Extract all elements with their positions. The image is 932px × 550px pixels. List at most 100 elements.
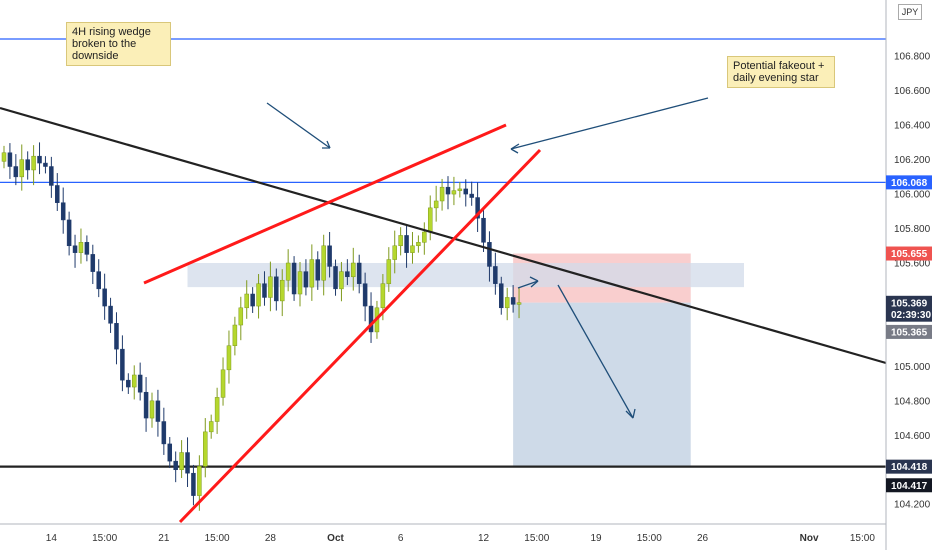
- candle: [250, 293, 255, 307]
- candle: [345, 271, 350, 278]
- candle: [410, 245, 415, 253]
- candle: [262, 283, 267, 298]
- time-tick-label: 19: [590, 533, 602, 544]
- time-tick-label: 15:00: [850, 533, 875, 544]
- candle: [510, 297, 516, 305]
- price-tick-label: 104.800: [894, 396, 931, 407]
- time-tick-label: 15:00: [637, 533, 662, 544]
- price-badge: [886, 246, 932, 261]
- candle: [126, 379, 131, 388]
- candle: [303, 271, 309, 288]
- price-badge: [886, 459, 932, 474]
- price-tick-label: 105.600: [894, 259, 931, 270]
- candle: [203, 431, 208, 467]
- descending-trendline[interactable]: [0, 106, 887, 365]
- candle: [232, 324, 238, 346]
- price-badge: [886, 307, 932, 322]
- candle: [368, 305, 374, 333]
- candle: [439, 186, 445, 202]
- candle: [114, 323, 119, 350]
- candle: [279, 279, 285, 302]
- candle: [161, 421, 167, 445]
- time-tick-label: 28: [265, 533, 277, 544]
- candle: [84, 242, 90, 255]
- candle: [167, 443, 173, 462]
- candle: [475, 197, 480, 219]
- candle: [191, 472, 196, 496]
- time-tick-label: 15:00: [205, 533, 230, 544]
- wedge-lower-line[interactable]: [178, 148, 542, 524]
- candle: [60, 202, 66, 221]
- candle: [102, 288, 107, 307]
- candle: [315, 259, 321, 281]
- time-axis[interactable]: 14 15:00 21 15:00 28 Oct 6 12 15:00 19 15:00 26 Nov 1…: [0, 523, 886, 544]
- candle: [487, 242, 492, 267]
- candle: [386, 259, 392, 284]
- price-badge-label: 02:39:30: [891, 310, 931, 321]
- price-badge-label: 105.365: [891, 327, 928, 338]
- currency-badge[interactable]: JPY: [898, 4, 922, 20]
- projection-down-arrow[interactable]: [557, 284, 634, 419]
- candle: [7, 152, 13, 167]
- candle: [90, 254, 96, 272]
- candle: [55, 185, 60, 203]
- candle: [131, 374, 137, 388]
- candle: [404, 235, 409, 253]
- time-tick-label: 12: [478, 533, 490, 544]
- candle: [244, 293, 249, 309]
- time-tick-label: 15:00: [92, 533, 117, 544]
- price-tick-label: 106.400: [894, 121, 931, 132]
- candle: [43, 162, 48, 167]
- price-badge-label: 105.369: [891, 298, 928, 309]
- candle: [499, 283, 504, 309]
- price-axis[interactable]: 106.800 106.600 106.400 106.200 106.000 105.8…: [885, 0, 931, 550]
- price-badge: [886, 295, 932, 310]
- price-tick-label: 106.200: [894, 155, 931, 166]
- candle: [392, 245, 397, 260]
- price-badge: [886, 324, 932, 339]
- candle: [433, 200, 439, 209]
- down-left-arrow[interactable]: [510, 97, 709, 150]
- candle: [66, 219, 72, 247]
- price-tick-label: 106.800: [894, 52, 931, 63]
- candle: [416, 242, 421, 247]
- projection-up-arrow[interactable]: [517, 280, 539, 289]
- candle: [185, 452, 190, 474]
- down-right-arrowhead-icon: [322, 140, 331, 149]
- candle: [463, 188, 469, 195]
- down-right-arrow[interactable]: [266, 102, 331, 149]
- candle: [256, 283, 261, 307]
- candle: [481, 217, 486, 243]
- candle: [285, 262, 291, 281]
- candle: [37, 155, 42, 164]
- time-tick-label: Nov: [800, 533, 819, 544]
- time-tick-label: 15:00: [524, 533, 549, 544]
- candle: [504, 297, 510, 309]
- candle: [31, 155, 36, 171]
- candle: [469, 193, 474, 198]
- price-tick-label: 106.600: [894, 86, 931, 97]
- projection-up-arrowhead-icon: [529, 276, 539, 288]
- candle: [516, 302, 522, 305]
- wedge-upper-line[interactable]: [143, 123, 507, 285]
- fakeout-note[interactable]: Potential fakeout + daily evening star: [727, 56, 835, 88]
- candle: [120, 348, 125, 381]
- candles-layer: [1, 142, 522, 511]
- price-tick-label: 105.800: [894, 224, 931, 235]
- time-tick-label: 6: [398, 533, 404, 544]
- candle: [214, 397, 220, 422]
- time-tick-label: 21: [158, 533, 170, 544]
- price-tick-label: 104.200: [894, 500, 931, 511]
- price-tick-label: 105.000: [894, 362, 931, 373]
- wedge-note[interactable]: 4H rising wedge broken to the downside: [66, 22, 171, 66]
- candle: [108, 305, 113, 324]
- candle: [220, 369, 226, 398]
- take-profit-zone[interactable]: [513, 302, 691, 467]
- price-tick-label: 104.600: [894, 431, 931, 442]
- drawings-layer: [0, 97, 887, 524]
- candle: [362, 283, 368, 307]
- price-badge-label: 104.417: [891, 481, 928, 492]
- candle: [1, 152, 7, 162]
- price-badge-label: 106.068: [891, 178, 928, 189]
